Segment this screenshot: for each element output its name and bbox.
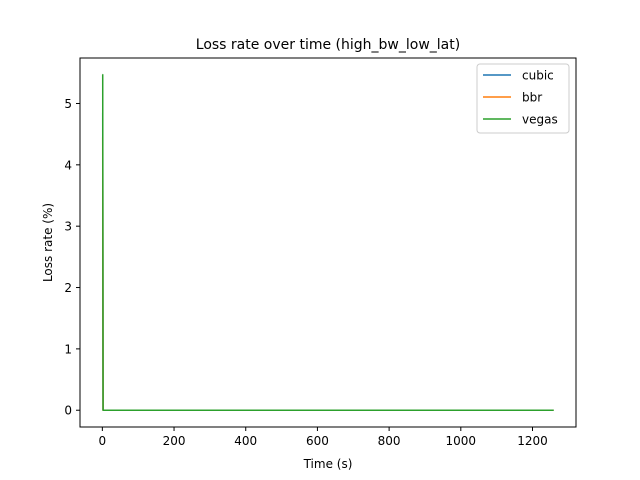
x-axis: 0 200 400 600 800 1000 1200	[99, 427, 548, 448]
y-tick-label: 5	[64, 97, 72, 111]
x-tick-label: 600	[306, 434, 329, 448]
legend-box	[476, 63, 570, 134]
legend-label-cubic: cubic	[522, 69, 554, 83]
chart-title: Loss rate over time (high_bw_low_lat)	[196, 37, 460, 53]
y-axis-label: Loss rate (%)	[41, 203, 55, 282]
series-layer	[101, 73, 554, 411]
legend: cubic bbr vegas	[476, 63, 570, 134]
series-line-vegas	[101, 73, 554, 411]
x-tick-label: 1000	[446, 434, 477, 448]
y-tick-label: 4	[64, 158, 72, 172]
x-tick-label: 1200	[517, 434, 548, 448]
x-tick-label: 0	[99, 434, 107, 448]
x-tick-label: 200	[163, 434, 186, 448]
y-tick-label: 1	[64, 342, 72, 356]
legend-label-bbr: bbr	[522, 91, 542, 105]
plot-frame	[79, 57, 577, 428]
y-tick-label: 3	[64, 220, 72, 234]
x-tick-label: 800	[378, 434, 401, 448]
y-tick-label: 2	[64, 281, 72, 295]
legend-label-vegas: vegas	[522, 113, 558, 127]
y-axis: 0 1 2 3 4 5	[64, 97, 80, 418]
y-tick-label: 0	[64, 404, 72, 418]
x-axis-label: Time (s)	[303, 457, 353, 471]
x-tick-label: 400	[234, 434, 257, 448]
